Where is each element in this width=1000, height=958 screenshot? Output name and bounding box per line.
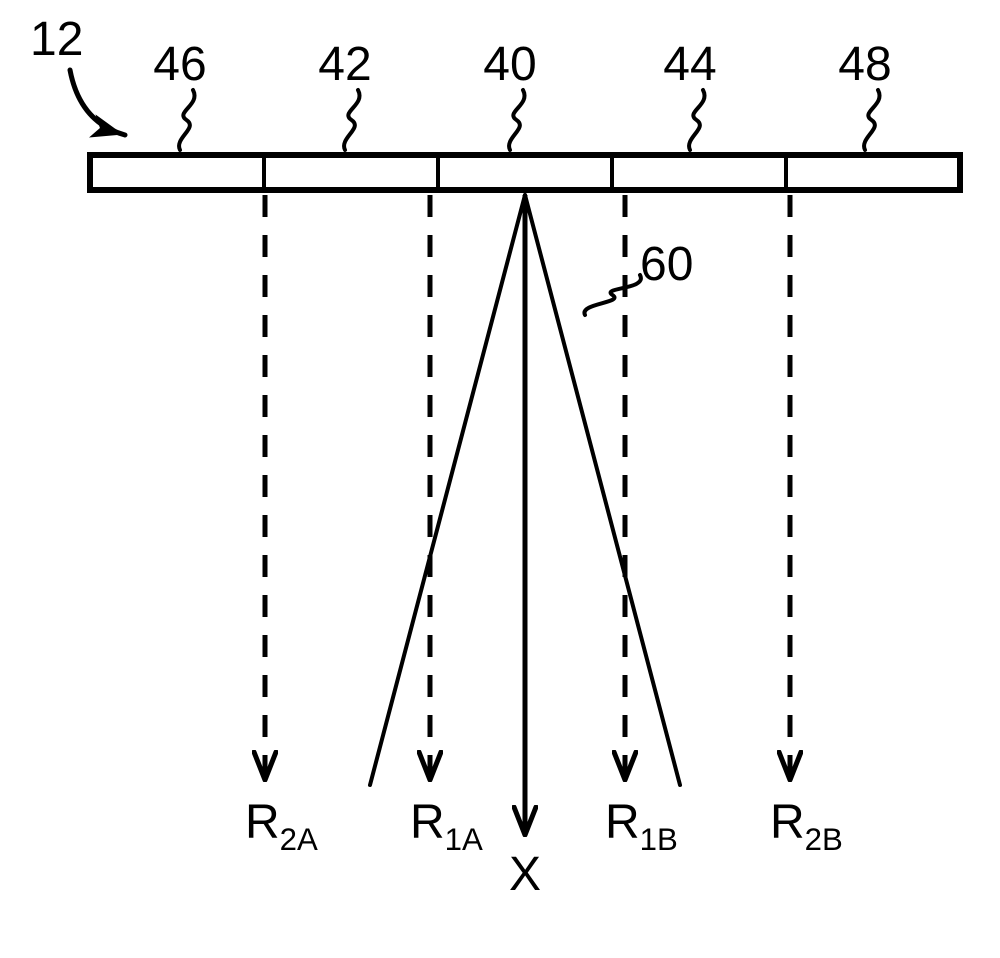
leader-40 (509, 90, 524, 150)
top-label-40: 40 (483, 38, 536, 91)
leader-44 (689, 90, 704, 150)
beam-left (370, 195, 525, 785)
receiver-label-1b: R1B (605, 796, 678, 857)
leader-48 (864, 90, 879, 150)
receiver-label-1a: R1A (410, 796, 483, 857)
ref-60-leader (584, 275, 640, 315)
top-label-46: 46 (153, 38, 206, 91)
receiver-label-2b: R2B (770, 796, 843, 857)
array-bar (90, 155, 960, 190)
ref-12-label: 12 (30, 13, 83, 66)
ref-12-arrow (70, 70, 125, 135)
ref-60-label: 60 (640, 238, 693, 291)
center-axis-label: X (509, 848, 541, 901)
receiver-label-2a: R2A (245, 796, 318, 857)
leader-42 (344, 90, 359, 150)
top-label-42: 42 (318, 38, 371, 91)
top-label-44: 44 (663, 38, 716, 91)
leader-46 (179, 90, 194, 150)
top-label-48: 48 (838, 38, 891, 91)
